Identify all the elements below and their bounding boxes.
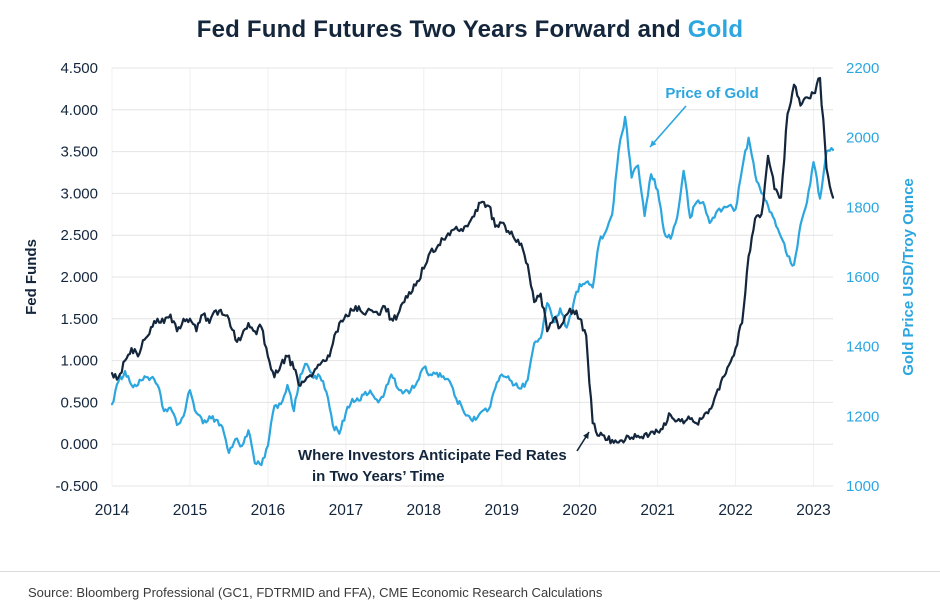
y-left-tick-label: 1.500	[60, 311, 98, 328]
y-right-tick-label: 1600	[846, 269, 879, 286]
chart-title-accent: Gold	[687, 16, 744, 43]
chart-canvas: 4.500 4.000 3.500 3.000 2.500 2.000 1.500 1.000…	[23, 60, 917, 519]
series-lines	[110, 76, 835, 467]
fed-fund-futures-two-years-forward-line	[110, 76, 835, 445]
annotations: Price of Gold Where Investors Anticipate…	[298, 85, 759, 485]
y-right-tick-label: 1200	[846, 408, 879, 425]
y-left-tick-label: 4.000	[60, 102, 98, 119]
y-right-tick-label: 1400	[846, 339, 879, 356]
y-left-tick-label: 1.000	[60, 353, 98, 370]
right-axis-title: Gold Price USD/Troy Ounce	[900, 178, 917, 376]
fed-annotation-label-line2: in Two Years’ Time	[312, 468, 445, 485]
y-left-tick-label: 0.000	[60, 436, 98, 453]
left-axis-title: Fed Funds	[23, 239, 40, 315]
y-left-tick-label: 2.500	[60, 227, 98, 244]
gold-annotation-arrow-head	[650, 140, 657, 147]
x-tick-label: 2016	[251, 502, 285, 519]
y-left-tick-label: 3.500	[60, 144, 98, 161]
x-tick-label: 2019	[484, 502, 518, 519]
axis-tick-labels: 4.500 4.000 3.500 3.000 2.500 2.000 1.500 1.000…	[55, 60, 879, 519]
fed-annotation-label-line1: Where Investors Anticipate Fed Rates	[298, 447, 567, 464]
y-left-tick-label: 4.500	[60, 60, 98, 77]
chart-title: Fed Fund Futures Two Years Forward and G…	[0, 0, 940, 48]
y-left-tick-label: 2.000	[60, 269, 98, 286]
x-tick-label: 2017	[329, 502, 363, 519]
y-left-tick-label: -0.500	[55, 478, 98, 495]
chart-title-main: Fed Fund Futures Two Years Forward and	[196, 16, 688, 43]
gold-annotation-arrow	[649, 105, 687, 148]
fed-annotation-arrow-head	[583, 432, 589, 439]
y-right-tick-label: 1000	[846, 478, 879, 495]
x-tick-label: 2022	[718, 502, 752, 519]
x-tick-label: 2023	[796, 502, 830, 519]
y-right-tick-label: 1800	[846, 199, 879, 216]
gold-annotation-label: Price of Gold	[665, 85, 758, 102]
gridlines	[111, 67, 833, 487]
source-text: Source: Bloomberg Professional (GC1, FDT…	[28, 585, 603, 600]
x-tick-label: 2014	[95, 502, 130, 519]
y-right-tick-label: 2200	[846, 60, 879, 77]
source-note: Source: Bloomberg Professional (GC1, FDT…	[0, 571, 940, 600]
y-right-tick-label: 2000	[846, 130, 879, 147]
x-tick-label: 2018	[407, 502, 441, 519]
x-tick-label: 2015	[173, 502, 207, 519]
x-tick-label: 2021	[640, 502, 674, 519]
x-tick-label: 2020	[562, 502, 597, 519]
y-left-tick-label: 0.500	[60, 394, 98, 411]
price-of-gold-line	[110, 115, 835, 467]
y-left-tick-label: 3.000	[60, 185, 98, 202]
